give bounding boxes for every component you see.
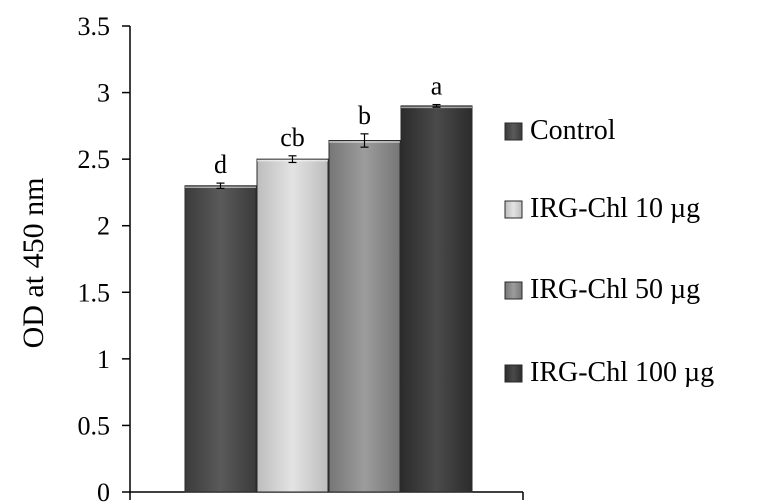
y-tick-label: 0.5 [78,411,111,440]
legend-label: Control [530,115,616,146]
y-tick-label: 2 [97,212,110,241]
legend-swatch [504,364,523,383]
y-tick-label: 1.5 [78,278,111,307]
legend: Control IRG-Chl 10 µg IRG-Chl 50 µg IRG-Chl… [504,115,714,388]
y-tick-label: 2.5 [78,145,111,174]
y-tick-label: 3.5 [78,12,111,41]
bar-significance-label: cb [280,123,305,152]
legend-swatch [504,122,523,141]
y-tick-label: 0 [97,478,110,504]
legend-label: IRG-Chl 10 µg [530,193,700,224]
y-axis-ticks: 0 0.5 1 1.5 2 2.5 3 3.5 [78,12,524,504]
bar [400,105,473,493]
legend-swatch [504,200,523,219]
bar [256,158,329,493]
bar-significance-label: b [358,101,371,130]
bars-group: d cb b a [184,72,473,493]
bar [184,185,257,493]
bar-significance-label: a [431,72,443,101]
y-tick-label: 1 [97,345,110,374]
y-axis-title: OD at 450 nm [17,178,50,349]
legend-label: IRG-Chl 100 µg [530,357,714,388]
bar-significance-label: d [214,150,227,179]
bar [328,140,401,493]
legend-swatch [504,281,523,300]
legend-label: IRG-Chl 50 µg [530,274,700,305]
y-tick-label: 3 [97,79,110,108]
